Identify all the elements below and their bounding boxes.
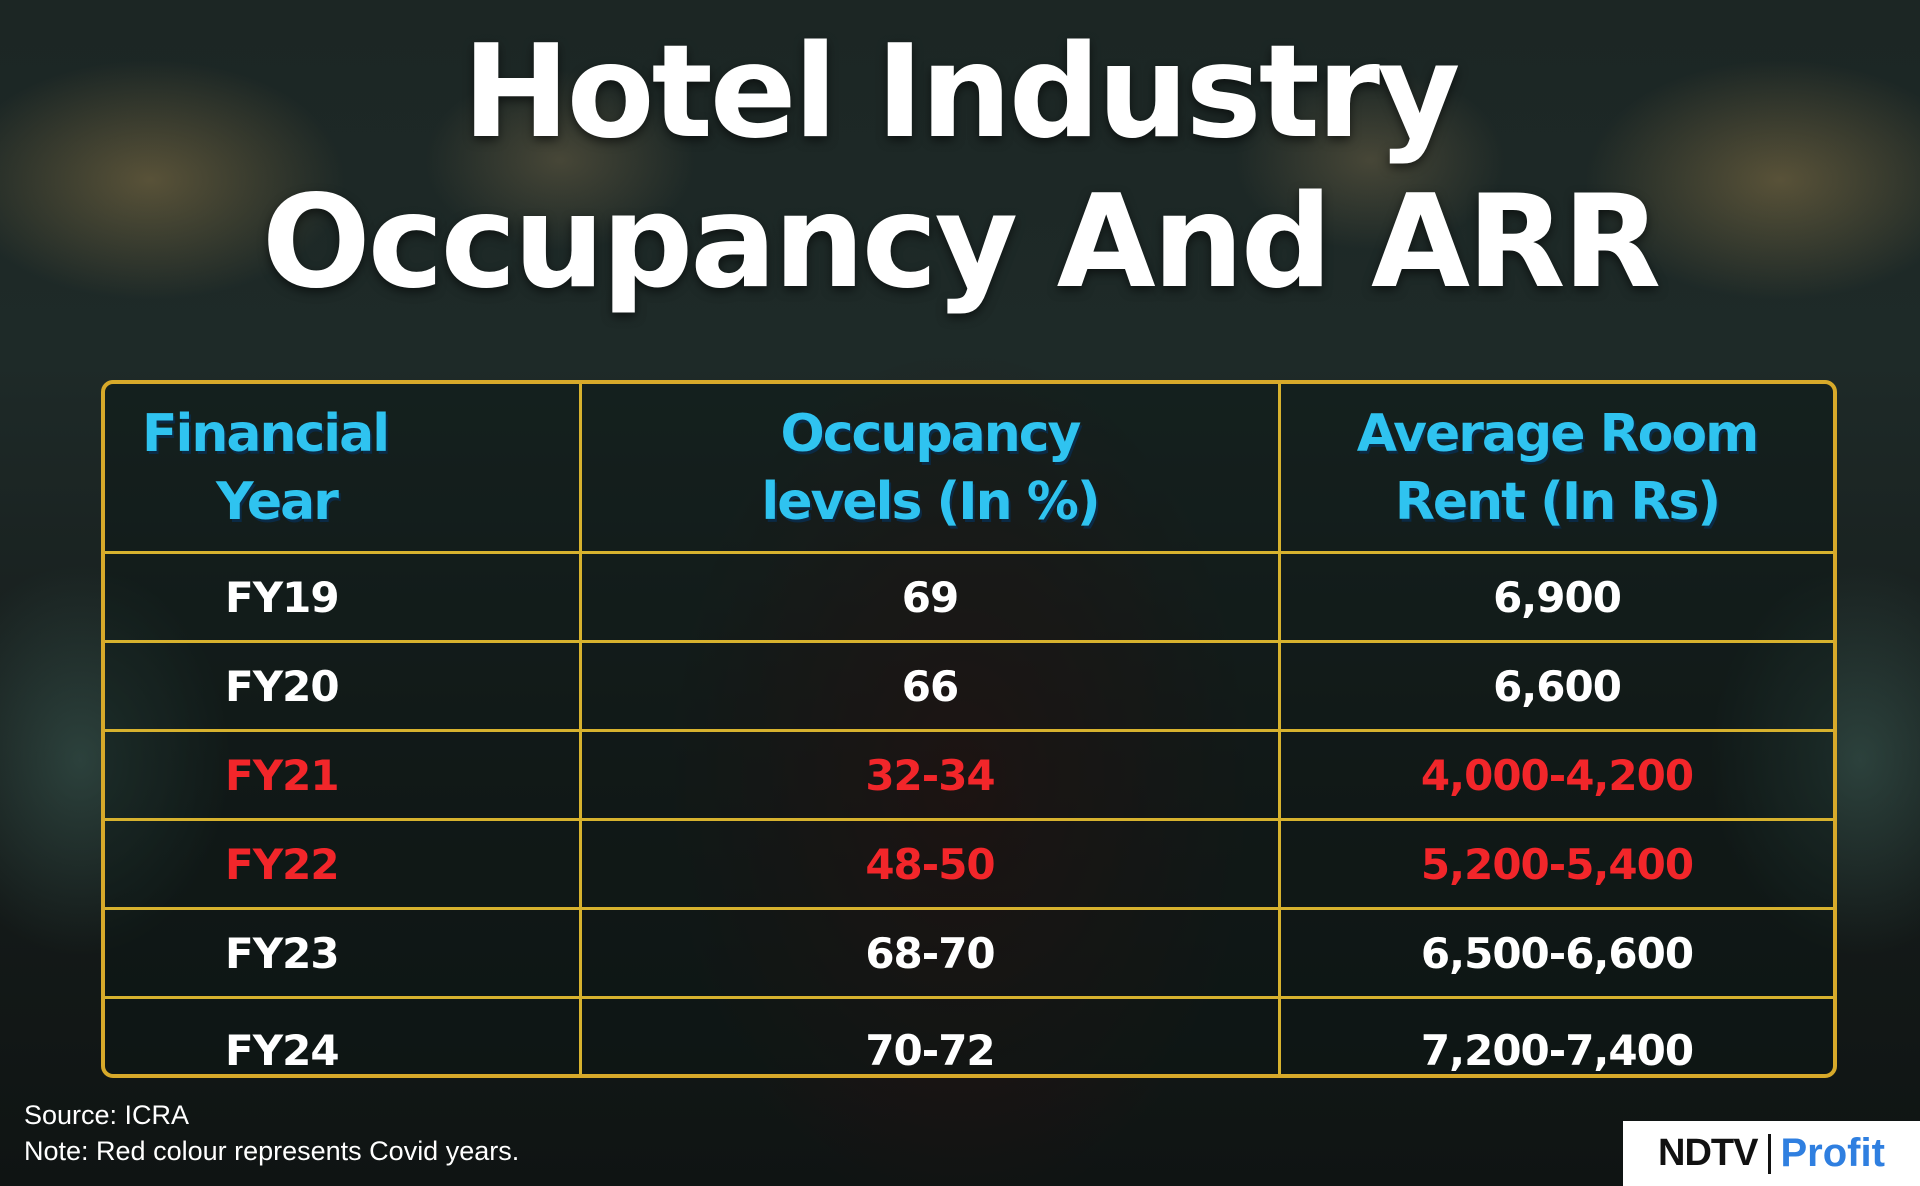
cell-average-room-rent: 6,500-6,600 — [1278, 907, 1833, 999]
table-row: FY21 32-34 4,000-4,200 — [105, 729, 1833, 821]
table-body: FY19 69 6,900 FY20 66 6,600 FY21 32-34 4,000-4,2… — [105, 551, 1833, 1074]
cell-occupancy: 68-70 — [579, 907, 1281, 999]
cell-occupancy: 32-34 — [579, 729, 1281, 821]
cell-average-room-rent: 5,200-5,400 — [1278, 818, 1833, 910]
table-row: FY19 69 6,900 — [105, 551, 1833, 643]
logo-divider — [1767, 1133, 1771, 1174]
header-financial-year-line-2: Year — [216, 471, 339, 532]
source-note: Source: ICRA — [24, 1100, 190, 1130]
data-table: Financial Year Occupancy levels (In %) A… — [101, 380, 1837, 1078]
header-financial-year-line-1: Financial — [142, 403, 390, 464]
header-arr-line-2: Rent (In Rs) — [1394, 471, 1721, 532]
header-occupancy-line-2: levels (In %) — [761, 471, 1100, 532]
table-row: FY24 70-72 7,200-7,400 — [105, 996, 1833, 1074]
title-line-2: Occupancy And ARR — [261, 168, 1661, 317]
cell-average-room-rent: 7,200-7,400 — [1278, 996, 1833, 1074]
cell-average-room-rent: 4,000-4,200 — [1278, 729, 1833, 821]
header-occupancy: Occupancy levels (In %) — [579, 384, 1281, 554]
title-line-1: Hotel Industry — [462, 18, 1461, 167]
cell-average-room-rent: 6,600 — [1278, 640, 1833, 732]
occupancy-arr-table: Financial Year Occupancy levels (In %) A… — [105, 384, 1833, 1074]
ndtv-profit-logo: NDTV Profit — [1623, 1121, 1920, 1186]
cell-occupancy: 70-72 — [579, 996, 1281, 1074]
page-title: Hotel Industry Occupancy And ARR — [0, 18, 1920, 318]
cell-occupancy: 66 — [579, 640, 1281, 732]
cell-financial-year: FY23 — [105, 907, 582, 999]
cell-occupancy: 48-50 — [579, 818, 1281, 910]
covid-note: Note: Red colour represents Covid years. — [24, 1136, 520, 1166]
table-row: FY23 68-70 6,500-6,600 — [105, 907, 1833, 999]
header-occupancy-line-1: Occupancy — [780, 403, 1082, 464]
cell-average-room-rent: 6,900 — [1278, 551, 1833, 643]
logo-profit: Profit — [1780, 1131, 1885, 1175]
cell-occupancy: 69 — [579, 551, 1281, 643]
cell-financial-year: FY19 — [105, 551, 582, 643]
logo-ndtv: NDTV — [1658, 1132, 1758, 1174]
cell-financial-year: FY20 — [105, 640, 582, 732]
header-financial-year: Financial Year — [105, 384, 582, 554]
header-average-room-rent: Average Room Rent (In Rs) — [1278, 384, 1833, 554]
table-row: FY22 48-50 5,200-5,400 — [105, 818, 1833, 910]
cell-financial-year: FY22 — [105, 818, 582, 910]
cell-financial-year: FY21 — [105, 729, 582, 821]
table-row: FY20 66 6,600 — [105, 640, 1833, 732]
cell-financial-year: FY24 — [105, 996, 582, 1074]
table-header-row: Financial Year Occupancy levels (In %) A… — [105, 384, 1833, 554]
header-arr-line-1: Average Room — [1356, 403, 1760, 464]
